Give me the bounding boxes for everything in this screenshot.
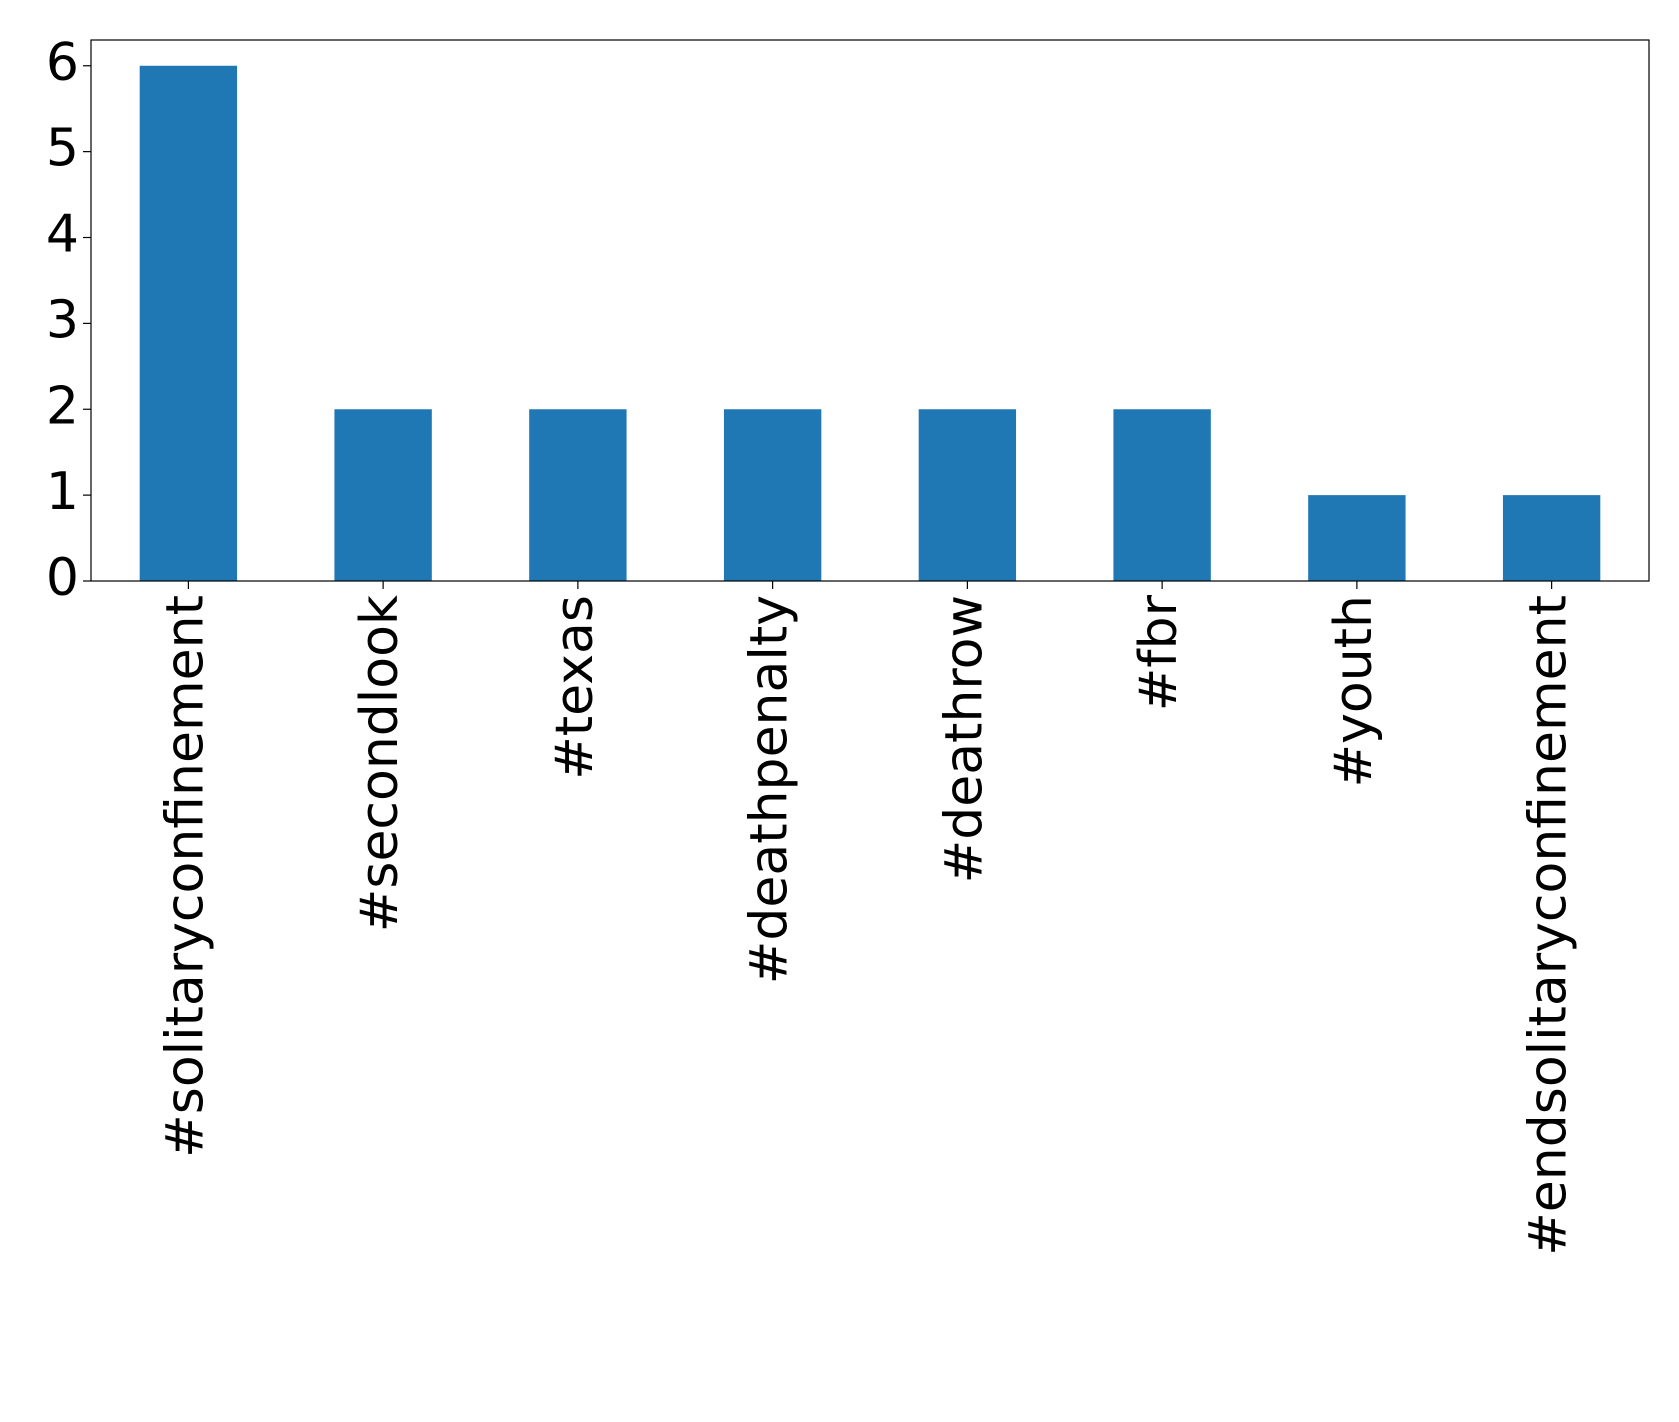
bar xyxy=(918,409,1017,581)
bar xyxy=(529,409,627,581)
bar xyxy=(1502,495,1601,581)
y-tick-label: 0 xyxy=(46,548,79,608)
x-tick-label: #deathpenalty xyxy=(740,595,800,984)
x-tick-label: #solitaryconfinement xyxy=(155,595,215,1158)
x-tick-label: #deathrow xyxy=(934,595,994,883)
x-tick-label: #fbr xyxy=(1129,594,1189,711)
x-tick-label: #secondlook xyxy=(350,595,410,932)
y-tick-label: 2 xyxy=(46,376,79,436)
y-tick-label: 1 xyxy=(46,462,79,522)
y-tick-label: 3 xyxy=(46,290,79,350)
y-tick-label: 4 xyxy=(46,205,79,265)
x-tick-label: #texas xyxy=(545,595,605,780)
plot-frame xyxy=(90,39,1650,582)
bar xyxy=(1113,409,1211,581)
y-tick-label: 6 xyxy=(46,33,79,93)
x-tick-label: #youth xyxy=(1324,595,1384,787)
bar xyxy=(1308,495,1406,581)
y-tick-label: 5 xyxy=(46,119,79,179)
bar xyxy=(139,65,238,581)
bar xyxy=(334,409,432,581)
bar xyxy=(723,409,822,581)
x-tick-label: #endsolitaryconfinement xyxy=(1519,595,1579,1256)
